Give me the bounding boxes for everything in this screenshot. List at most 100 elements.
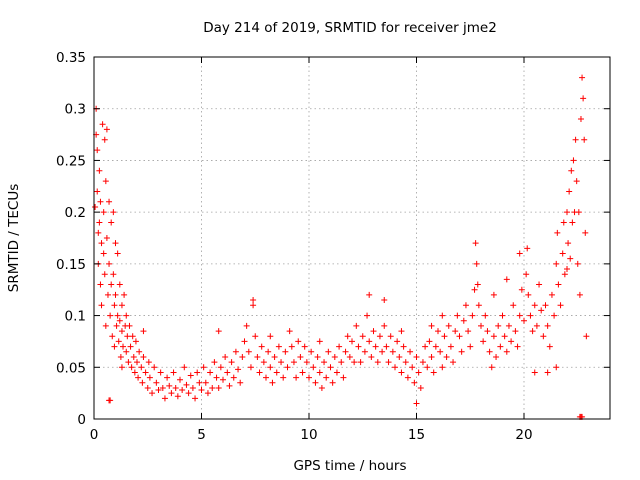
data-point (209, 384, 216, 391)
data-point (546, 343, 553, 350)
data-point (310, 364, 317, 371)
data-point (327, 364, 334, 371)
data-point (198, 387, 205, 394)
data-point (183, 381, 190, 388)
data-point (243, 322, 250, 329)
data-point (557, 302, 564, 309)
data-point (572, 136, 579, 143)
data-point (144, 384, 151, 391)
data-point (454, 312, 461, 319)
data-point (564, 266, 570, 273)
data-point (267, 364, 274, 371)
data-point (527, 312, 534, 319)
data-point (245, 348, 252, 355)
data-point (121, 291, 128, 298)
data-point (263, 374, 269, 381)
data-point (331, 353, 338, 360)
data-point (134, 359, 140, 366)
plot-frame (93, 56, 611, 420)
data-point (439, 312, 446, 319)
data-point (314, 353, 321, 360)
data-point (120, 343, 127, 350)
data-point (462, 302, 469, 309)
y-tick-label: 0.35 (56, 50, 86, 66)
data-point (516, 312, 523, 319)
data-point (94, 147, 101, 154)
data-point (565, 240, 572, 247)
data-point (374, 359, 381, 366)
data-point (106, 198, 113, 205)
data-point (187, 372, 194, 379)
data-point (100, 209, 107, 216)
data-point (329, 379, 336, 386)
data-point (422, 343, 429, 350)
data-point (443, 353, 450, 360)
data-point (398, 369, 405, 376)
data-point (280, 374, 287, 381)
data-point (417, 384, 424, 391)
data-point (107, 312, 114, 319)
data-point (256, 369, 263, 376)
x-tick-label: 10 (300, 427, 317, 443)
data-point (316, 369, 323, 376)
data-point (555, 281, 562, 288)
data-point (138, 364, 145, 371)
data-point (379, 348, 386, 355)
data-point (293, 374, 300, 381)
data-point (247, 364, 254, 371)
data-point (104, 291, 111, 298)
data-point (381, 322, 388, 329)
data-point (471, 286, 478, 293)
data-point (398, 328, 405, 335)
data-point (117, 353, 124, 360)
data-point (211, 359, 218, 366)
data-point (396, 353, 403, 360)
data-point (447, 343, 454, 350)
x-tick-label: 5 (197, 427, 206, 443)
data-point (575, 209, 582, 216)
data-point (135, 374, 142, 381)
data-point (168, 390, 175, 397)
data-point (181, 364, 188, 371)
data-point (97, 198, 104, 205)
data-point (475, 302, 482, 309)
data-point (271, 353, 278, 360)
data-point (415, 369, 422, 376)
data-point (151, 364, 158, 371)
data-point (192, 395, 199, 402)
data-point (512, 328, 519, 335)
data-point (508, 338, 515, 345)
data-point (174, 393, 181, 400)
data-point (140, 328, 147, 335)
data-point (215, 328, 222, 335)
data-point (548, 291, 555, 298)
data-point (102, 178, 109, 185)
y-tick-label: 0.25 (56, 153, 86, 169)
data-point (333, 369, 340, 376)
data-point (542, 302, 549, 309)
data-point (368, 353, 375, 360)
data-point (303, 359, 310, 366)
data-point (490, 291, 497, 298)
data-point (217, 364, 224, 371)
data-point (116, 281, 123, 288)
data-point (524, 245, 531, 252)
data-point (189, 384, 196, 391)
data-point (113, 322, 120, 329)
data-point (357, 359, 364, 366)
data-point (445, 322, 452, 329)
data-point (501, 333, 508, 340)
data-point (222, 353, 229, 360)
data-point (215, 384, 222, 391)
data-point (389, 348, 396, 355)
data-point (204, 390, 211, 397)
data-point (568, 167, 575, 174)
data-point (116, 317, 123, 324)
data-point (376, 333, 383, 340)
data-point (364, 312, 371, 319)
data-point (230, 374, 237, 381)
data-point (142, 369, 149, 376)
data-point (237, 379, 244, 386)
x-tick-label: 15 (408, 427, 425, 443)
data-point (544, 369, 551, 376)
